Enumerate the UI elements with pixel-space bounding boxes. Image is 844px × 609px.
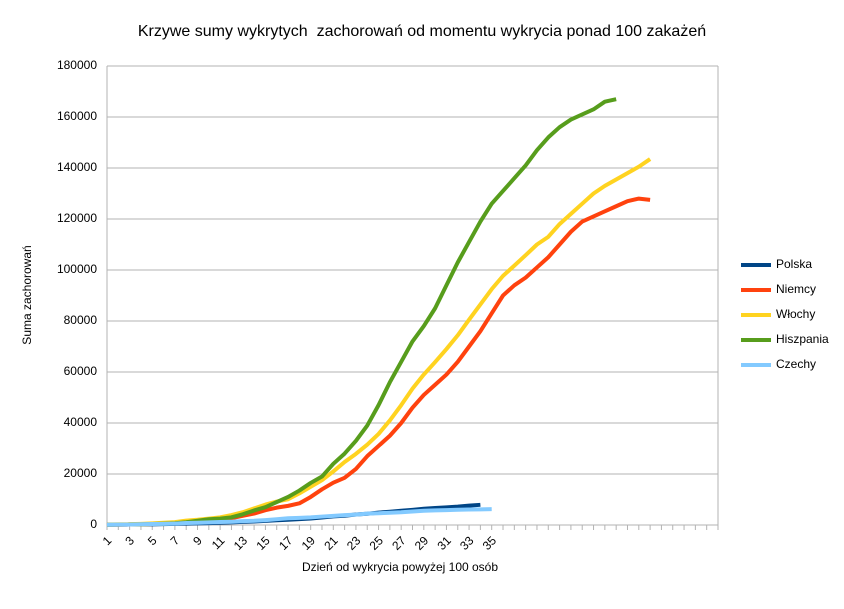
legend-label: Czechy (776, 357, 816, 371)
y-tick-label: 140000 (57, 160, 97, 174)
y-tick-label: 0 (90, 517, 97, 531)
series-line (106, 507, 492, 527)
y-tick-label: 20000 (64, 466, 98, 480)
chart-title: Krzywe sumy wykrytych zachorowań od mome… (138, 23, 706, 40)
y-tick-label: 40000 (64, 415, 98, 429)
y-tick-label: 80000 (64, 313, 98, 327)
legend-label: Hiszpania (776, 332, 829, 346)
y-tick-label: 120000 (57, 211, 97, 225)
x-axis-title: Dzień od wykrycia powyżej 100 osób (302, 560, 498, 574)
legend-label: Polska (776, 257, 812, 271)
legend-label: Włochy (776, 307, 815, 321)
y-axis-title: Suma zachorowań (20, 245, 34, 344)
legend-label: Niemcy (776, 282, 816, 296)
y-tick-label: 100000 (57, 262, 97, 276)
y-tick-label: 160000 (57, 109, 97, 123)
y-tick-label: 180000 (57, 58, 97, 72)
y-tick-label: 60000 (64, 364, 98, 378)
